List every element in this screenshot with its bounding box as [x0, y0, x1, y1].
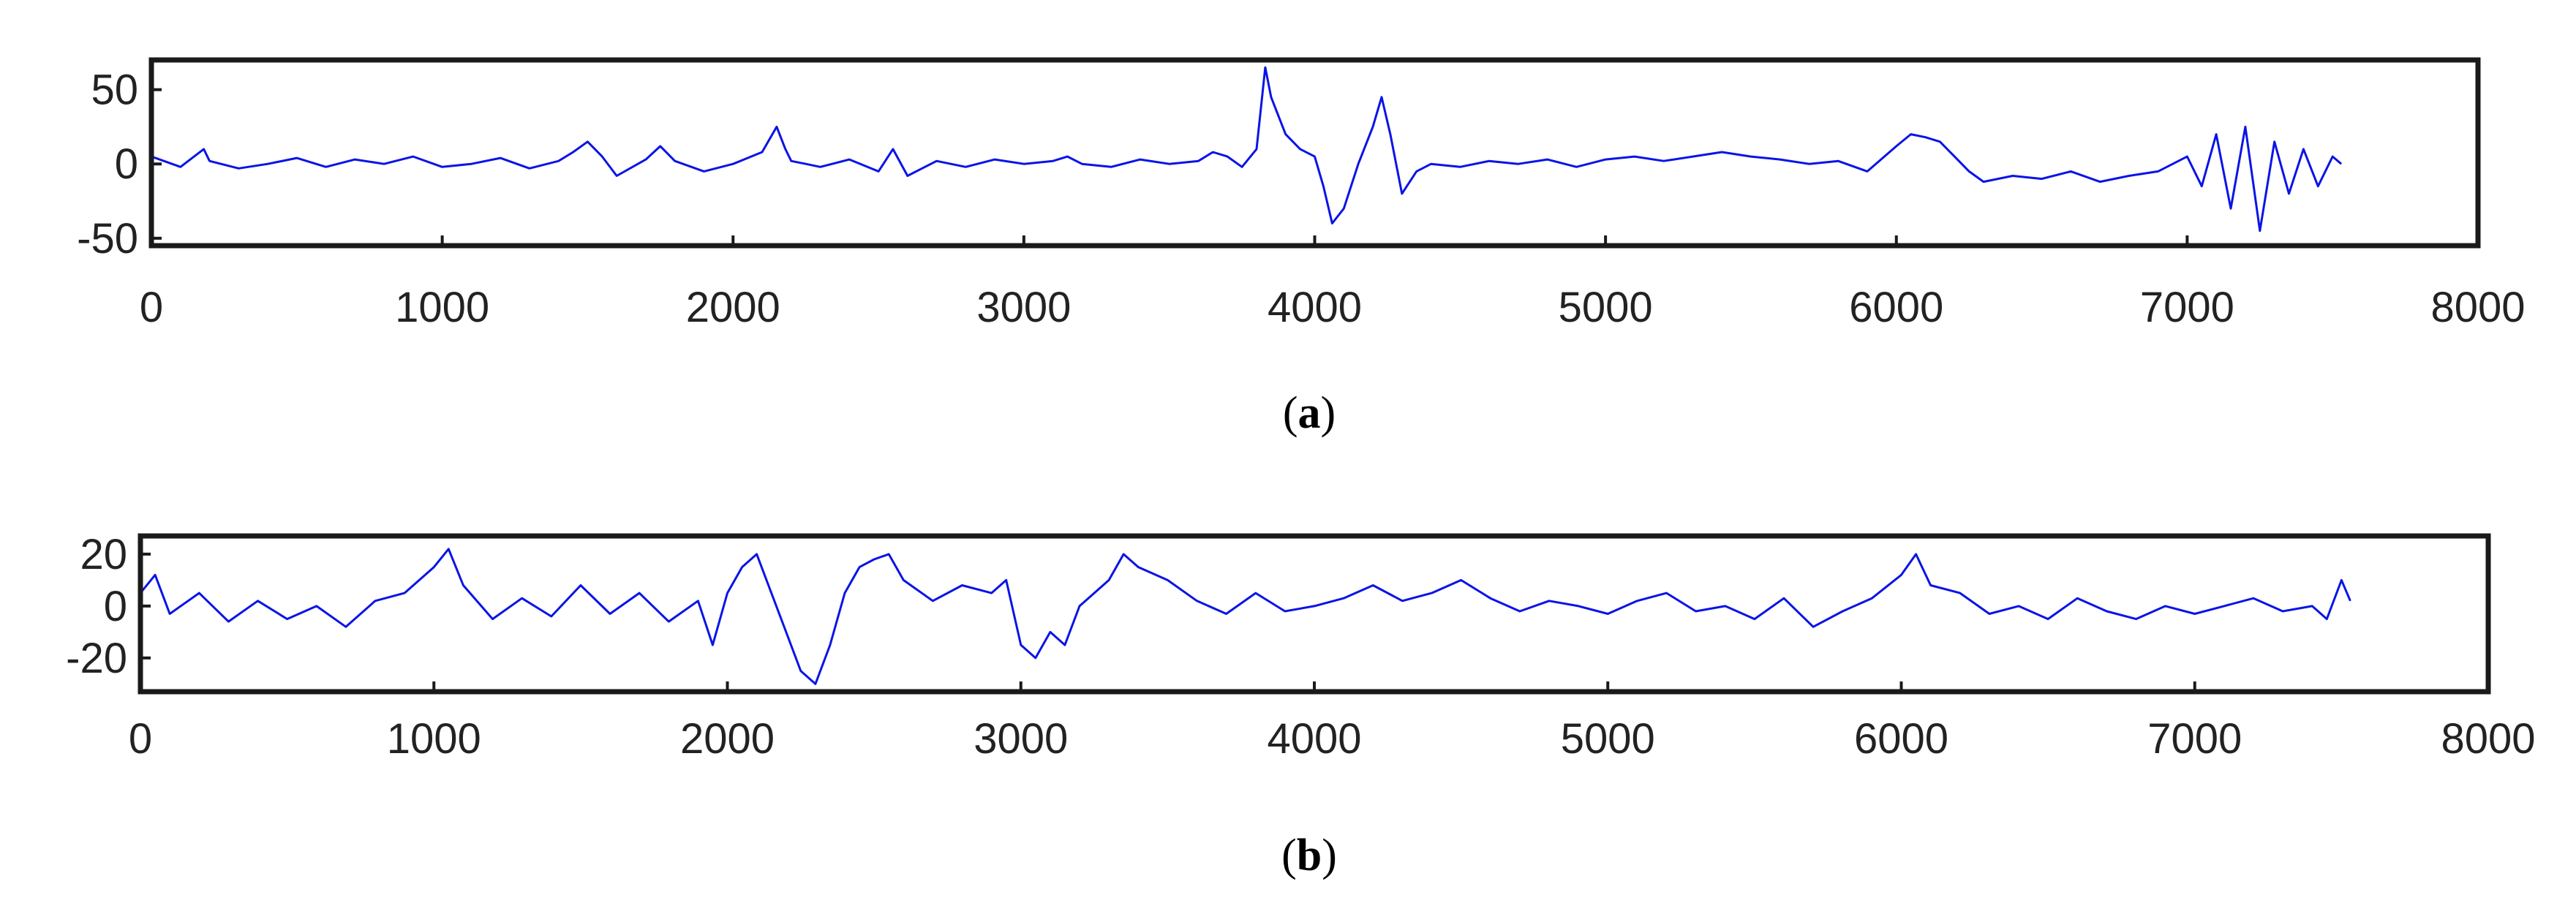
panel-b-x-tick-label: 2000	[680, 715, 775, 763]
panel-b-series-line-0	[139, 548, 2351, 685]
panel-a-axes-box	[148, 57, 2481, 249]
panel-b-x-tick-label: 3000	[973, 715, 1068, 763]
panel-b-y-tick-label: 0	[104, 583, 127, 630]
panel-a-series-layer	[151, 66, 2343, 233]
panel-b-x-tick-label: 8000	[2441, 715, 2535, 763]
panel-a-x-tick-label: 7000	[2140, 284, 2234, 331]
panel-a-x-tick-label: 5000	[1559, 284, 1653, 331]
panel-a-y-tick-label: 0	[115, 140, 138, 188]
panel-b-x-tick-label: 6000	[1854, 715, 1948, 763]
panel-b-x-tick-label: 7000	[2147, 715, 2242, 763]
panel-a-x-tick-label: 4000	[1268, 284, 1362, 331]
panel-b-axes-box	[138, 533, 2491, 695]
panel-b-y-tick-label: 20	[80, 531, 127, 578]
panel-b-caption: (b)	[1281, 831, 1337, 880]
panel-b-series-layer	[139, 548, 2351, 685]
panel-b-x-tick-label: 5000	[1561, 715, 1655, 763]
panel-a-y-tick-label: 50	[91, 67, 138, 114]
panel-b-x-tick-label: 4000	[1267, 715, 1361, 763]
panel-a: 0 1000 2000 3000 4000 5000 6000 7000 8000500-50 …	[77, 57, 2526, 438]
panel-a-caption: (a)	[1283, 388, 1336, 438]
panel-a-x-tick-label: 2000	[686, 284, 780, 331]
panel-b: 0 1000 2000 3000 4000 5000 6000 7000 8000200-20 …	[66, 531, 2535, 880]
panel-a-series-line-0	[151, 66, 2343, 233]
panel-b-x-tick-label: 1000	[387, 715, 481, 763]
panel-a-x-tick-label: 8000	[2430, 284, 2525, 331]
panel-a-x-tick-label: 6000	[1849, 284, 1943, 331]
panel-a-x-tick-label: 0	[140, 284, 163, 331]
panel-a-caption-letter: a	[1298, 388, 1321, 438]
panel-a-y-tick-label: -50	[77, 215, 138, 262]
panel-a-x-tick-label: 1000	[395, 284, 489, 331]
panel-b-x-tick-label: 0	[129, 715, 152, 763]
panel-a-x-tick-label: 3000	[976, 284, 1071, 331]
panel-b-caption-letter: b	[1297, 831, 1322, 880]
panel-b-y-tick-label: -20	[66, 635, 127, 682]
